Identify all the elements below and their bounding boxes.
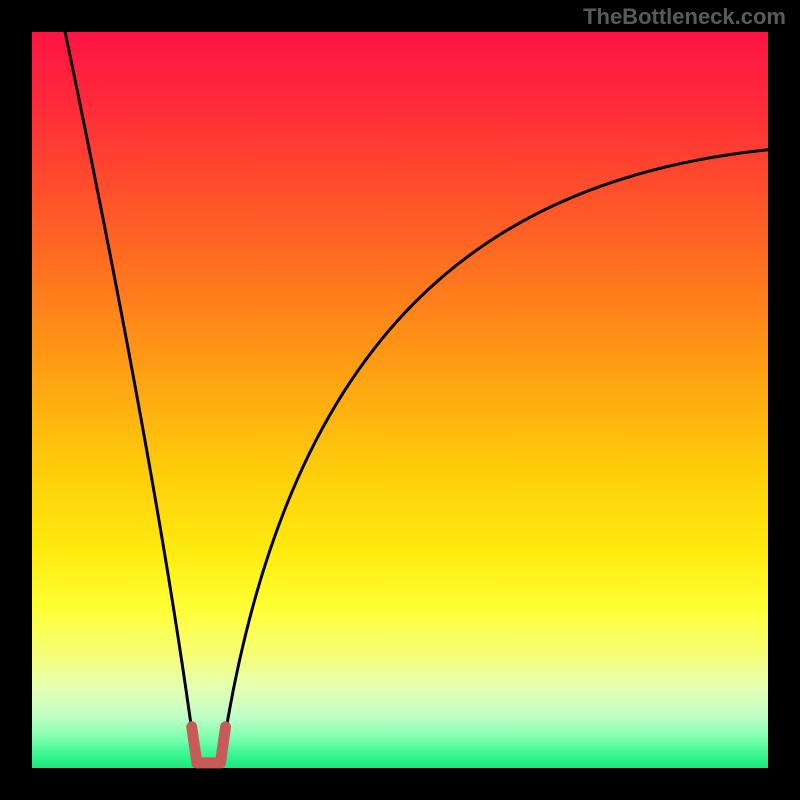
bottleneck-curve-chart: TheBottleneck.com: [0, 0, 800, 800]
chart-root: TheBottleneck.com: [0, 0, 800, 800]
plot-background: [32, 32, 768, 768]
watermark-text: TheBottleneck.com: [583, 4, 786, 29]
